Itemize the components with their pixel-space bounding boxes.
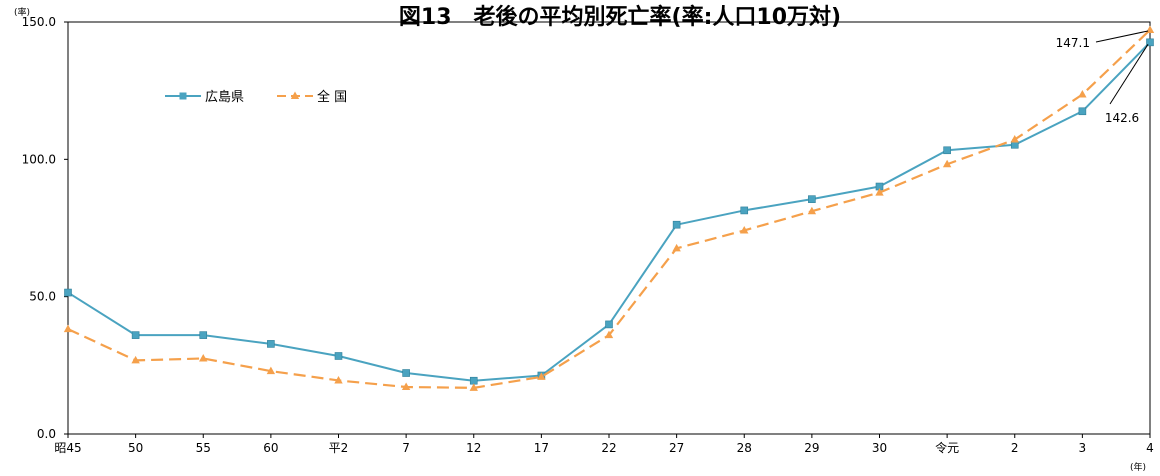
x-tick-label: 2 xyxy=(1011,441,1019,455)
data-point xyxy=(469,383,478,391)
legend-label: 全 国 xyxy=(317,89,347,105)
data-point xyxy=(199,331,208,339)
y-tick-label: 50.0 xyxy=(29,290,56,304)
x-tick-label: 30 xyxy=(872,441,887,455)
y-tick-label: 100.0 xyxy=(22,152,56,166)
annotation: 142.6 xyxy=(1105,44,1149,125)
y-tick-label: 150.0 xyxy=(22,15,56,29)
data-point xyxy=(402,369,410,377)
x-tick-label: 12 xyxy=(466,441,481,455)
data-point xyxy=(64,288,72,297)
legend-item: 全 国 xyxy=(277,89,347,105)
data-point xyxy=(605,320,613,329)
x-axis-unit-label: (年) xyxy=(1130,461,1146,473)
data-point xyxy=(267,340,275,348)
x-tick-label: 60 xyxy=(263,441,278,455)
data-point xyxy=(740,225,749,234)
series-2 xyxy=(63,25,1155,391)
data-point xyxy=(1078,90,1087,98)
data-point xyxy=(334,375,343,384)
x-tick-label: 27 xyxy=(669,441,684,455)
data-point xyxy=(808,195,816,203)
data-point xyxy=(334,352,343,360)
chart-title: 図13 老後の平均別死亡率(率:人口10万対) xyxy=(399,4,841,30)
data-point xyxy=(943,146,951,155)
y-axis-unit-label: (率) xyxy=(14,6,30,18)
annotation: 147.1 xyxy=(1056,30,1149,50)
plot-border xyxy=(67,21,1151,435)
y-axis-ticks: 0.0 50.0 100.0 150.0 xyxy=(22,15,68,441)
legend-label: 広島県 xyxy=(205,90,244,105)
data-point xyxy=(875,188,884,196)
annotation-layer: 147.1 142.6 xyxy=(1056,30,1149,125)
x-axis-ticks: 昭45 50 55 60 平2 7 12 17 22 27 28 29 30 令元 2 3 4 xyxy=(54,434,1154,455)
data-point xyxy=(131,331,140,339)
data-point xyxy=(807,206,817,215)
data-point xyxy=(740,206,749,215)
legend-item: 広島県 xyxy=(165,90,244,105)
y-tick-label: 0.0 xyxy=(37,427,56,441)
data-point xyxy=(1146,38,1154,47)
legend-swatch-marker xyxy=(290,91,300,99)
x-tick-label: 3 xyxy=(1079,441,1087,455)
x-tick-label: 7 xyxy=(402,441,410,455)
data-point xyxy=(1010,135,1019,143)
x-tick-label: 29 xyxy=(804,441,819,455)
data-point xyxy=(469,376,478,385)
x-tick-label: 令元 xyxy=(935,440,959,455)
data-point xyxy=(942,159,952,168)
data-point xyxy=(401,382,411,391)
series-layer xyxy=(63,25,1155,391)
x-tick-label: 4 xyxy=(1146,441,1154,455)
series-1 xyxy=(64,38,1154,385)
data-point xyxy=(672,220,681,229)
annotation-leader xyxy=(1109,44,1149,105)
data-point xyxy=(1078,107,1087,116)
data-point xyxy=(131,355,140,364)
data-point xyxy=(199,353,208,362)
data-point xyxy=(266,366,276,375)
x-tick-label: 平2 xyxy=(329,441,349,455)
annotation-leader xyxy=(1095,30,1149,43)
x-tick-label: 17 xyxy=(534,441,549,455)
plot-frame xyxy=(67,21,1151,435)
x-tick-label: 28 xyxy=(737,441,752,455)
legend-swatch-marker xyxy=(179,92,187,100)
annotation-label: 142.6 xyxy=(1105,111,1139,125)
x-tick-label: 55 xyxy=(196,441,211,455)
data-point xyxy=(537,372,546,380)
data-point xyxy=(604,330,614,339)
data-point xyxy=(1145,25,1155,33)
annotation-label: 147.1 xyxy=(1056,36,1090,50)
x-tick-label: 50 xyxy=(128,441,143,455)
legend: 広島県 全 国 xyxy=(165,89,347,105)
data-point xyxy=(63,324,73,333)
data-point xyxy=(672,243,681,252)
x-tick-label: 22 xyxy=(601,441,616,455)
x-tick-label: 昭45 xyxy=(54,441,81,455)
